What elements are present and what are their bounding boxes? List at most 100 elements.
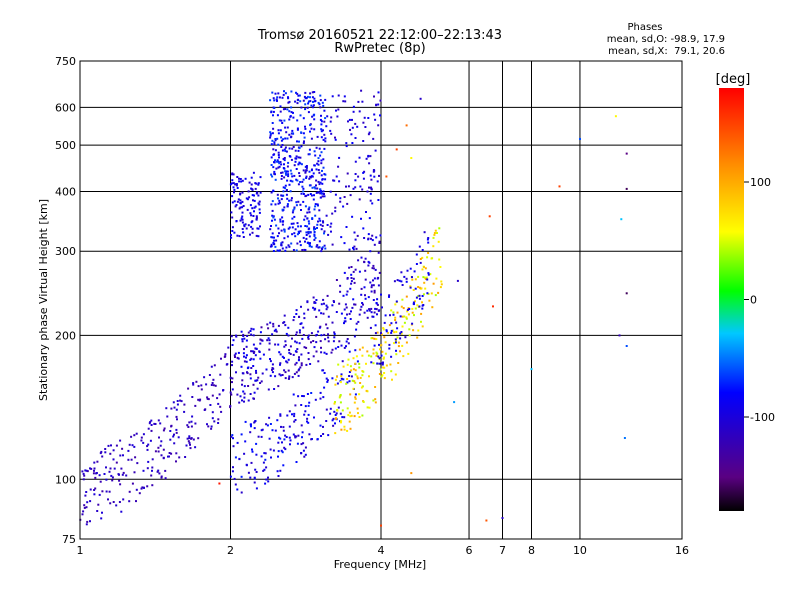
data-point-c3-446 [313,164,316,167]
data-point-c3-483 [271,91,274,94]
data-point-c5-37 [319,223,322,226]
data-point-c0-74 [211,394,214,397]
data-point-c1-97 [326,380,329,383]
data-point-c6-151 [389,363,392,366]
data-point-c3-347 [321,169,323,172]
data-point-c6-196 [349,365,352,368]
data-point-c6-179 [421,325,424,328]
data-point-c0-81 [134,456,137,459]
data-point-c3-79 [271,139,274,142]
data-point-c3-450 [322,220,324,223]
data-point-c4-5 [231,230,234,232]
data-point-c2-370 [343,271,346,274]
data-point-c5-136 [330,222,333,225]
data-point-c7-17 [389,314,391,317]
data-point-c3-470 [280,175,283,177]
data-point-c2-376 [281,355,284,358]
data-point-c7-55 [385,329,388,332]
data-point-c2-202 [353,281,356,284]
data-point-c0-190 [211,417,214,420]
data-point-c2-200 [309,363,312,365]
data-point-c1-174 [294,419,297,421]
data-point-c2-117 [371,267,374,270]
data-point-c2-372 [283,314,286,317]
data-point-c6-118 [376,331,379,334]
data-point-c2-361 [348,266,351,269]
data-point-c1-15 [278,436,280,439]
data-point-c4-96 [252,215,255,217]
data-point-c6-192 [436,232,438,234]
data-point-c7-11 [400,280,403,283]
data-point-c3-445 [273,107,276,109]
data-point-c6-85 [394,303,397,306]
data-point-c5-93 [325,214,328,217]
data-point-c6-194 [427,293,430,295]
data-point-c2-234 [231,360,234,363]
data-point-c6-110 [333,402,336,405]
data-point-c2-1 [373,289,376,292]
data-point-c0-223 [158,472,161,475]
data-point-c3-89 [283,90,285,93]
data-point-c2-189 [307,308,310,311]
plot-frame [79,60,683,540]
data-point-c4-57 [241,228,244,230]
data-point-c3-481 [304,91,307,94]
data-point-c0-55 [214,384,217,387]
data-point-c3-227 [315,168,318,171]
data-point-c3-387 [283,157,286,159]
data-point-c0-188 [118,479,121,482]
data-point-c0-224 [120,467,123,470]
data-point-c5-31 [318,171,321,174]
data-point-c4-23 [231,195,234,198]
x-tick-label-2: 4 [378,544,385,557]
data-point-c3-118 [294,100,297,103]
data-point-c0-1 [191,415,194,418]
data-point-c0-127 [176,400,179,402]
data-point-c6-215 [418,286,421,289]
data-point-c5-155 [363,116,366,119]
data-point-c1-189 [234,483,237,486]
data-point-c2-240 [288,351,291,354]
data-point-c6-86 [370,355,373,358]
data-point-c1-88 [270,456,272,459]
data-point-c7-78 [390,331,393,334]
data-point-c1-13 [232,466,234,469]
data-point-c1-140 [319,397,322,400]
data-point-c2-226 [273,388,276,390]
data-point-c7-59 [421,249,424,251]
data-point-c7-4 [388,294,391,297]
data-point-c6-218 [348,411,351,414]
data-point-c2-69 [349,318,352,320]
data-point-c3-198 [320,191,323,194]
data-point-c3-99 [295,155,298,158]
data-point-c3-1 [321,182,324,185]
data-point-c3-439 [308,227,311,230]
data-point-c3-260 [312,198,315,201]
data-point-c3-329 [320,159,323,162]
data-point-c2-25 [343,322,345,325]
data-point-c2-103 [364,297,367,300]
data-point-c4-90 [257,235,260,238]
data-point-c3-400 [286,205,289,208]
data-point-c0-63 [112,458,115,461]
data-point-iso-12 [485,519,488,522]
data-point-c0-19 [135,488,138,491]
data-point-c3-182 [304,171,307,174]
data-point-c2-166 [335,311,338,313]
data-point-c2-53 [298,356,300,359]
data-point-c5-100 [352,187,355,190]
data-point-c0-226 [142,441,145,444]
data-point-c0-119 [229,405,232,407]
data-point-c1-28 [267,480,270,483]
data-point-c1-191 [260,455,263,458]
data-point-c1-94 [321,369,324,372]
data-point-c5-143 [375,103,378,106]
data-point-c2-120 [367,296,370,299]
data-point-c6-101 [429,273,432,276]
data-point-c3-173 [300,209,302,211]
data-point-c5-28 [354,173,357,175]
data-point-c0-15 [109,467,112,470]
data-point-c5-59 [339,197,342,200]
data-point-c5-29 [354,160,357,163]
data-point-c6-72 [366,350,369,353]
